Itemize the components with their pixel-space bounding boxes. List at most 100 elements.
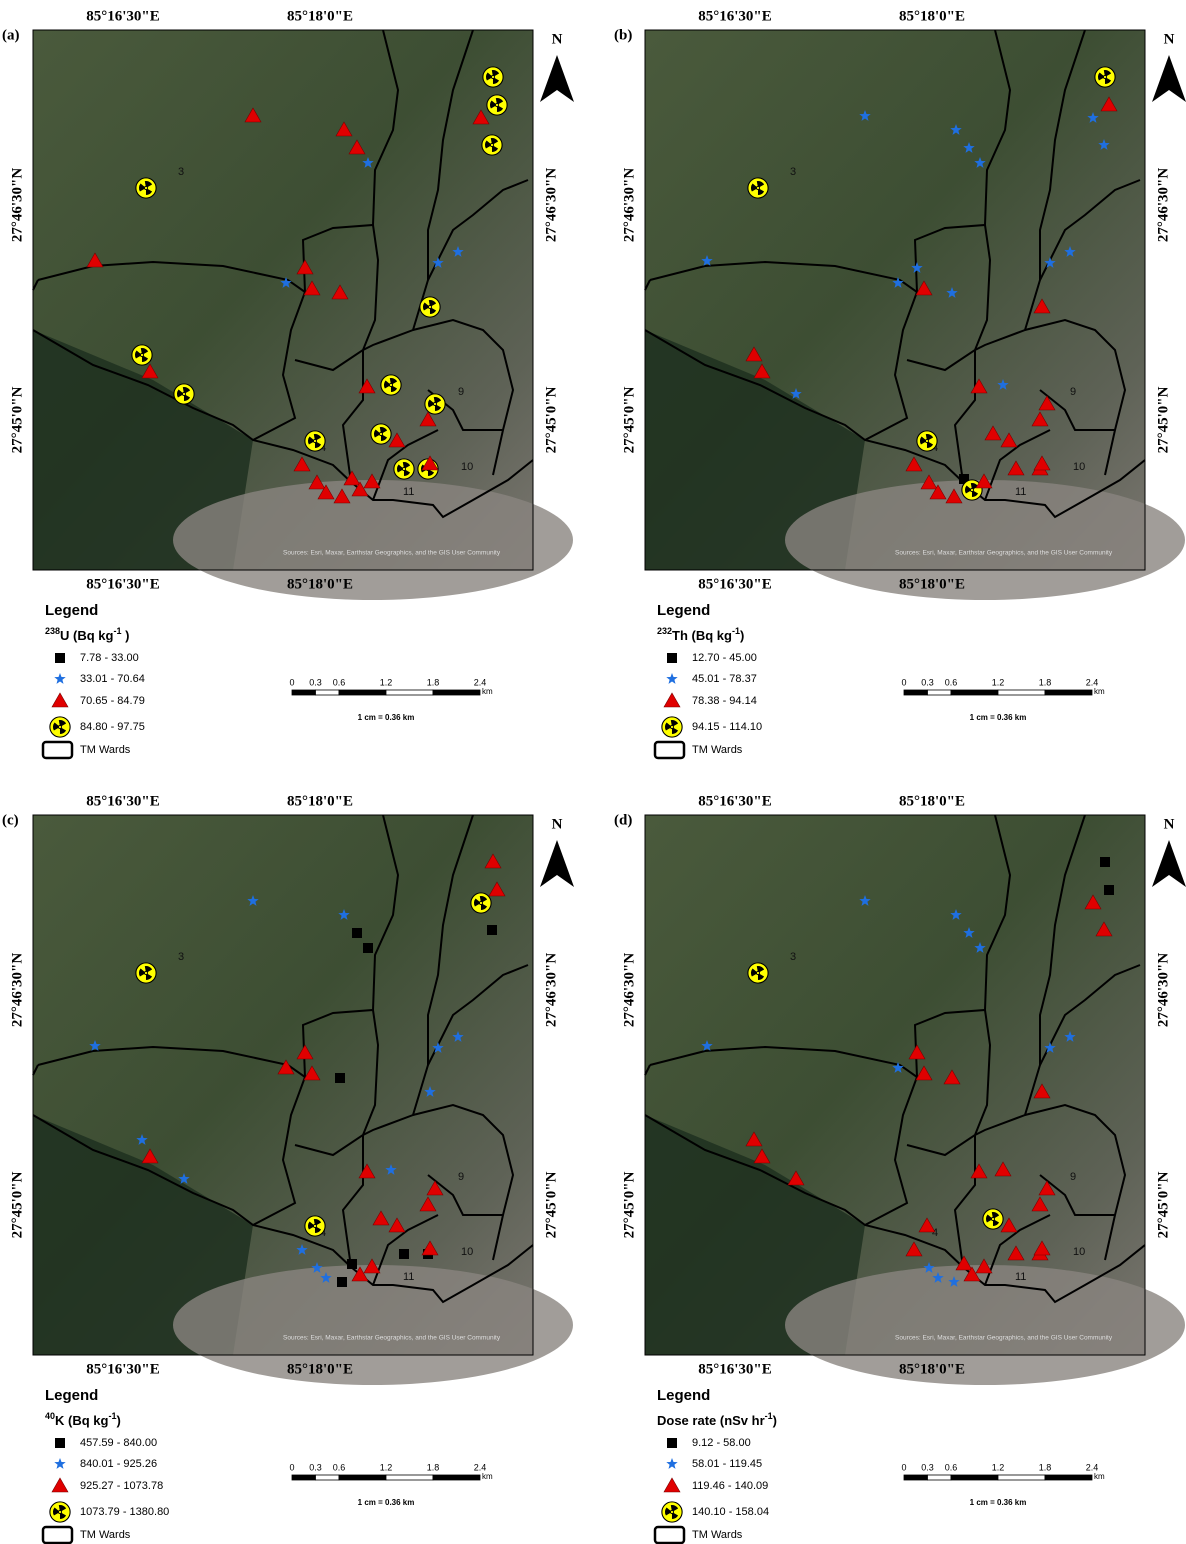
marker-radiation [483, 67, 503, 87]
legend-item: 33.01 - 70.64 [80, 673, 145, 685]
legend-title-sup: 232 [657, 626, 672, 636]
scale-tick-label: 0 [901, 1462, 906, 1472]
ward-label: 10 [1073, 461, 1085, 473]
legend-boundary-symbol [655, 742, 684, 758]
scale-segment [433, 1475, 480, 1480]
longitude-label: 85°16'30"E [86, 1361, 160, 1377]
marker-triangle [52, 693, 68, 707]
latitude-label: 27°46'30"N [9, 953, 25, 1027]
legend-title: 40K (Bq kg-1) [45, 1411, 121, 1428]
north-arrow [540, 840, 574, 887]
latitude-label: 27°46'30"N [543, 168, 559, 242]
scale-tick-label: 0.3 [921, 1462, 934, 1472]
marker-radiation [136, 178, 156, 198]
latitude-label: 27°46'30"N [621, 953, 637, 1027]
latitude-label: 27°46'30"N [543, 953, 559, 1027]
ward-label: 11 [403, 1271, 414, 1283]
legend-title-sup: 238 [45, 626, 60, 636]
longitude-label: 85°18'0"E [899, 8, 965, 24]
marker-square [667, 1438, 677, 1448]
marker-radiation [917, 431, 937, 451]
marker-square [55, 1438, 65, 1448]
ward-label: 10 [1073, 1246, 1085, 1258]
legend-title-exp: -1 [108, 1411, 116, 1421]
scale-segment [339, 690, 386, 695]
scale-tick-label: 1.2 [380, 1462, 393, 1472]
marker-square [352, 928, 362, 938]
ward-label: 3 [790, 951, 796, 963]
scale-segment [904, 690, 928, 695]
scale-tick-label: 0 [901, 677, 906, 687]
legend-title: 238U (Bq kg-1 ) [45, 626, 129, 643]
marker-square [335, 1073, 345, 1083]
marker-star [54, 1458, 65, 1469]
scale-tick-label: 1.8 [1039, 677, 1052, 687]
marker-radiation [487, 95, 507, 115]
north-arrow [1152, 840, 1186, 887]
page: Radionuclide maps {"panels": [ {"label":… [0, 0, 1186, 1544]
ward-label: 9 [1070, 386, 1076, 398]
scale-ratio: 1 cm = 0.36 km [358, 713, 415, 722]
marker-triangle [52, 1478, 68, 1492]
scale-tick-label: 0.6 [333, 677, 346, 687]
scale-unit: km [482, 1472, 493, 1481]
longitude-label: 85°18'0"E [899, 1361, 965, 1377]
north-arrow [540, 55, 574, 102]
latitude-label: 27°45'0"N [621, 1171, 637, 1238]
latitude-label: 27°46'30"N [1155, 953, 1171, 1027]
scale-tick-label: 1.2 [992, 677, 1005, 687]
latitude-label: 27°45'0"N [1155, 1171, 1171, 1238]
legend-boundary-symbol [43, 742, 72, 758]
scale-segment [316, 690, 340, 695]
marker-square [1100, 857, 1110, 867]
scale-tick-label: 1.8 [427, 1462, 440, 1472]
scale-ratio: 1 cm = 0.36 km [358, 1498, 415, 1507]
scale-tick-label: 2.4 [474, 1462, 487, 1472]
longitude-label: 85°18'0"E [899, 576, 965, 592]
north-arrow [1152, 55, 1186, 102]
panel-label: (a) [2, 27, 20, 43]
legend-item: 1073.79 - 1380.80 [80, 1506, 169, 1518]
marker-square [347, 1259, 357, 1269]
scale-segment [998, 1475, 1045, 1480]
attribution: Sources: Esri, Maxar, Earthstar Geograph… [895, 1335, 1113, 1342]
north-label: N [1164, 31, 1175, 47]
ward-label: 10 [461, 1246, 473, 1258]
legend-heading: Legend [657, 1387, 710, 1404]
latitude-label: 27°45'0"N [543, 386, 559, 453]
longitude-label: 85°16'30"E [86, 793, 160, 809]
marker-square [55, 653, 65, 663]
north-label: N [552, 31, 563, 47]
legend-boundary-symbol [655, 1527, 684, 1543]
legend-title: Dose rate (nSv hr-1) [657, 1411, 777, 1428]
scale-unit: km [1094, 687, 1105, 696]
legend-item: TM Wards [80, 744, 131, 756]
legend-item: 9.12 - 58.00 [692, 1437, 751, 1449]
legend-title-close: ) [122, 628, 130, 643]
marker-radiation [983, 1209, 1003, 1229]
scale-segment [316, 1475, 340, 1480]
figure: (a)3491011Sources: Esri, Maxar, Earthsta… [0, 0, 1186, 1544]
attribution: Sources: Esri, Maxar, Earthstar Geograph… [283, 1335, 501, 1342]
longitude-label: 85°18'0"E [287, 1361, 353, 1377]
legend-title-name: U (Bq kg [60, 628, 114, 643]
legend-title-close: ) [116, 1413, 120, 1428]
marker-radiation [1095, 67, 1115, 87]
scale-segment [928, 1475, 952, 1480]
legend-item: 140.10 - 158.04 [692, 1506, 769, 1518]
north-label: N [1164, 816, 1175, 832]
scale-segment [951, 1475, 998, 1480]
marker-radiation [50, 717, 70, 737]
marker-radiation [471, 893, 491, 913]
latitude-label: 27°45'0"N [621, 386, 637, 453]
marker-radiation [132, 345, 152, 365]
scale-tick-label: 0 [289, 1462, 294, 1472]
panel-label: (b) [614, 27, 632, 43]
legend-title-close: ) [773, 1413, 777, 1428]
legend-item: TM Wards [692, 744, 743, 756]
marker-star [666, 673, 677, 684]
longitude-label: 85°18'0"E [287, 8, 353, 24]
scale-segment [292, 1475, 316, 1480]
latitude-label: 27°45'0"N [9, 386, 25, 453]
